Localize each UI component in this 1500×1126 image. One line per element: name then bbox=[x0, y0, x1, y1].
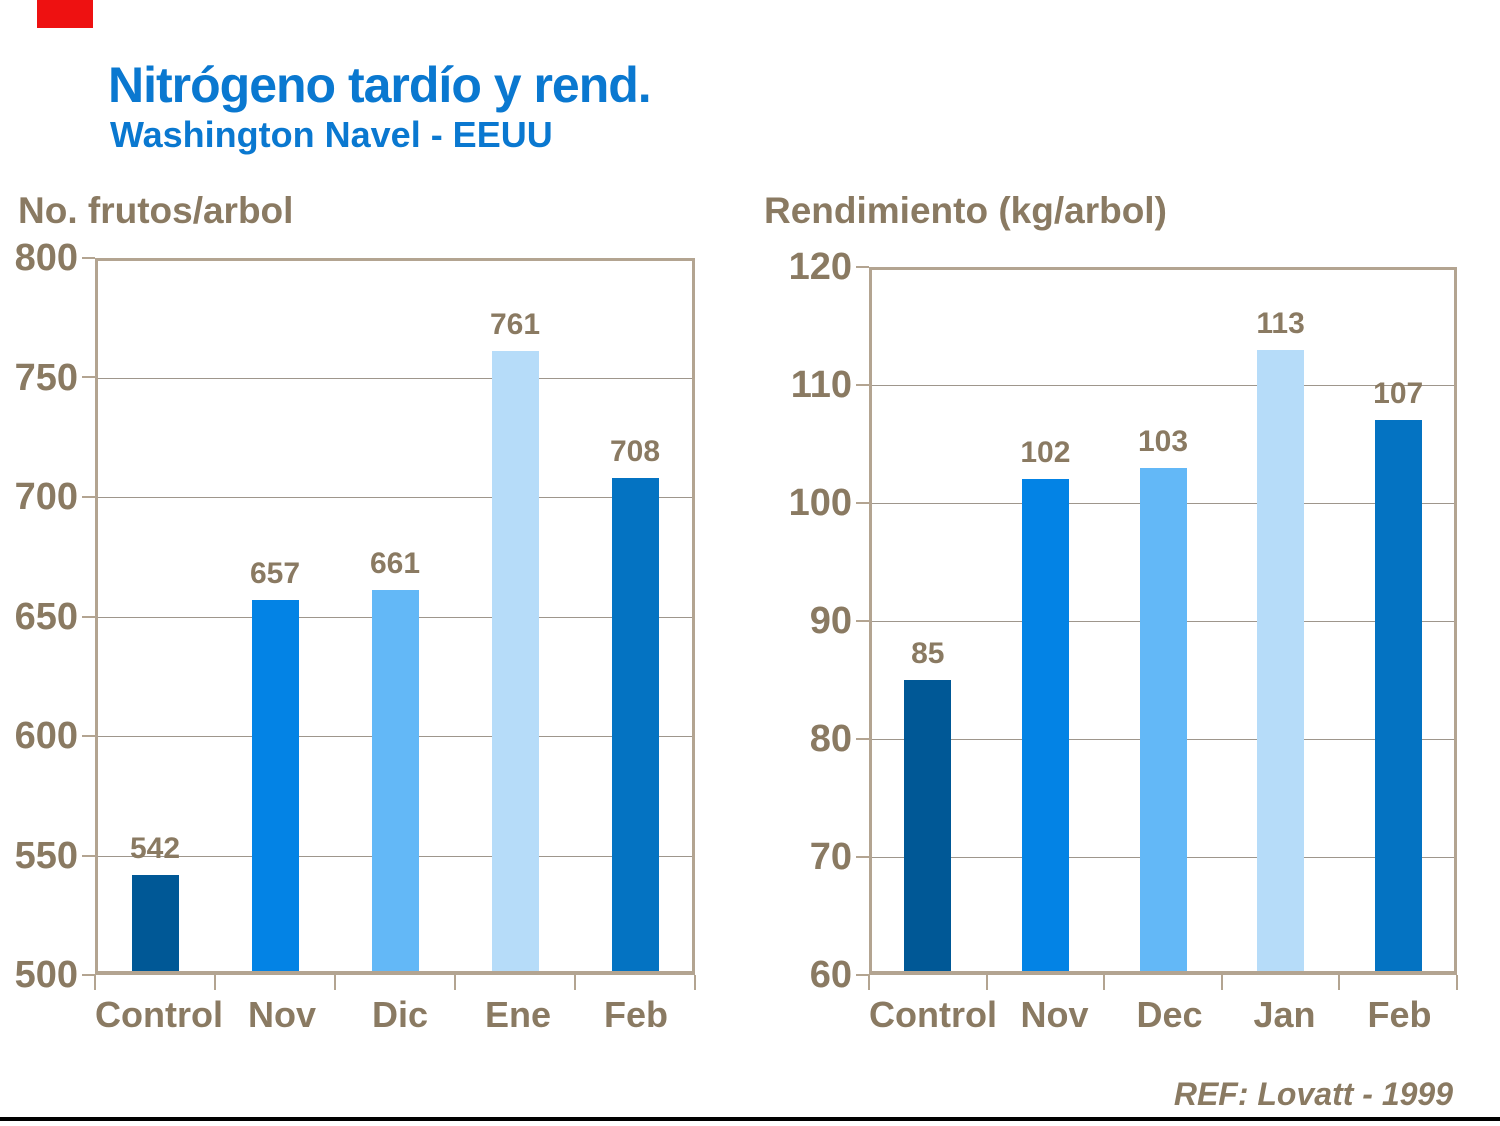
right-chart-plot-area: 120 110 100 90 80 70 60 85 102 103 113 107 Control No… bbox=[789, 248, 1458, 1033]
bar-value-label-dic: 661 bbox=[369, 547, 421, 581]
red-accent-box bbox=[37, 0, 93, 28]
y-axis-tick-700 bbox=[82, 495, 95, 498]
slide-subtitle: Washington Navel - EEUU bbox=[110, 114, 553, 155]
plot-border-top bbox=[869, 267, 1457, 270]
right-chart-axis-title: Rendimiento (kg/arbol) bbox=[764, 190, 1167, 231]
bar-value-label-ene: 761 bbox=[489, 308, 541, 342]
y-axis-label-100: 100 bbox=[788, 482, 852, 524]
bar-ene bbox=[491, 351, 539, 975]
y-axis-tick-90 bbox=[856, 620, 869, 622]
x-axis-tick-5 bbox=[1456, 975, 1458, 990]
bar-dic bbox=[371, 590, 419, 975]
y-axis-tick-80 bbox=[856, 737, 869, 740]
bar-dec bbox=[1139, 467, 1187, 975]
y-axis-label-700: 700 bbox=[14, 476, 78, 518]
y-axis-label-550: 550 bbox=[14, 834, 78, 877]
gridline-110 bbox=[869, 385, 1457, 386]
bar-value-label-control: 85 bbox=[911, 637, 945, 670]
y-axis-tick-110 bbox=[856, 383, 869, 386]
x-axis-tick-2 bbox=[334, 975, 336, 990]
y-axis-label-500: 500 bbox=[14, 954, 78, 996]
x-axis-tick-1 bbox=[985, 975, 988, 990]
x-axis-tick-4 bbox=[574, 975, 576, 990]
bar-value-label-nov: 102 bbox=[1020, 436, 1071, 470]
left-chart-plot-area: 800 750 700 650 600 550 500 542 657 661 761 708 Cont… bbox=[15, 239, 696, 1033]
gridline-700 bbox=[95, 497, 695, 498]
plot-border-left bbox=[95, 258, 98, 975]
x-axis-label-feb: Feb bbox=[604, 994, 669, 1035]
y-axis-tick-600 bbox=[82, 734, 95, 737]
x-axis-tick-5 bbox=[694, 975, 696, 990]
bar-value-label-control: 542 bbox=[129, 831, 181, 865]
plot-border-bottom-axis bbox=[95, 971, 695, 975]
bar-feb bbox=[611, 477, 659, 975]
x-axis-tick-3 bbox=[1220, 975, 1223, 990]
x-axis-label-nov: Nov bbox=[247, 994, 316, 1035]
x-axis-label-dic: Dic bbox=[371, 994, 428, 1035]
y-axis-label-90: 90 bbox=[809, 600, 852, 642]
y-axis-label-80: 80 bbox=[809, 718, 852, 760]
y-axis-label-600: 600 bbox=[14, 715, 78, 757]
x-axis-label-ene: Ene bbox=[484, 994, 552, 1035]
gridline-750 bbox=[95, 377, 695, 379]
y-axis-tick-750 bbox=[82, 376, 95, 379]
y-axis-tick-800 bbox=[82, 257, 95, 259]
bar-value-label-nov: 657 bbox=[249, 556, 301, 590]
x-axis-tick-1 bbox=[214, 975, 216, 990]
y-axis-label-120: 120 bbox=[788, 246, 852, 288]
bar-jan bbox=[1257, 349, 1305, 975]
y-axis-label-650: 650 bbox=[14, 595, 78, 638]
bar-control bbox=[904, 680, 952, 975]
y-axis-tick-500 bbox=[82, 974, 95, 976]
y-axis-tick-120 bbox=[856, 266, 869, 268]
x-axis-tick-4 bbox=[1338, 975, 1341, 990]
bottom-rule bbox=[0, 1117, 1500, 1121]
bar-value-label-feb: 107 bbox=[1373, 377, 1424, 411]
plot-border-right bbox=[692, 258, 695, 975]
x-axis-labels: Control Nov Dec Jan Feb bbox=[869, 997, 1457, 1033]
y-axis-tick-60 bbox=[856, 974, 869, 976]
y-axis-label-750: 750 bbox=[14, 356, 78, 399]
y-axis-label-110: 110 bbox=[790, 364, 852, 406]
bar-control bbox=[131, 874, 179, 975]
plot-border-left bbox=[869, 267, 872, 975]
x-axis-tick-0 bbox=[868, 975, 870, 990]
x-axis-labels: Control Nov Dic Ene Feb bbox=[95, 997, 695, 1033]
x-axis-tick-2 bbox=[1103, 975, 1106, 990]
bar-value-label-dec: 103 bbox=[1137, 424, 1189, 458]
x-axis-tick-0 bbox=[94, 975, 96, 990]
bar-feb bbox=[1374, 420, 1422, 975]
x-axis-label-control: Control bbox=[869, 994, 997, 1035]
y-axis-tick-100 bbox=[856, 501, 869, 504]
y-axis-tick-70 bbox=[856, 856, 869, 858]
y-axis-label-70: 70 bbox=[809, 836, 852, 878]
reference-text: REF: Lovatt - 1999 bbox=[1173, 1076, 1453, 1112]
x-axis-label-dec: Dec bbox=[1136, 994, 1203, 1035]
x-axis-label-jan: Jan bbox=[1253, 994, 1316, 1035]
plot-border-top bbox=[95, 258, 695, 261]
left-chart-axis-title: No. frutos/arbol bbox=[18, 190, 294, 231]
x-axis-tick-3 bbox=[454, 975, 456, 990]
slide-title: Nitrógeno tardío y rend. bbox=[108, 57, 652, 113]
bar-nov bbox=[251, 599, 299, 975]
y-axis-tick-550 bbox=[82, 854, 95, 857]
x-axis-label-control: Control bbox=[95, 994, 223, 1035]
y-axis-label-60: 60 bbox=[809, 954, 852, 996]
bar-value-label-feb: 708 bbox=[609, 434, 661, 468]
plot-border-right bbox=[1454, 267, 1457, 975]
y-axis-label-800: 800 bbox=[14, 237, 78, 279]
plot-border-bottom-axis bbox=[869, 971, 1457, 975]
x-axis-label-nov: Nov bbox=[1020, 994, 1089, 1035]
x-axis-label-feb: Feb bbox=[1367, 994, 1432, 1035]
bar-value-label-jan: 113 bbox=[1256, 306, 1305, 340]
y-axis-tick-650 bbox=[82, 615, 95, 618]
bar-nov bbox=[1021, 479, 1069, 975]
